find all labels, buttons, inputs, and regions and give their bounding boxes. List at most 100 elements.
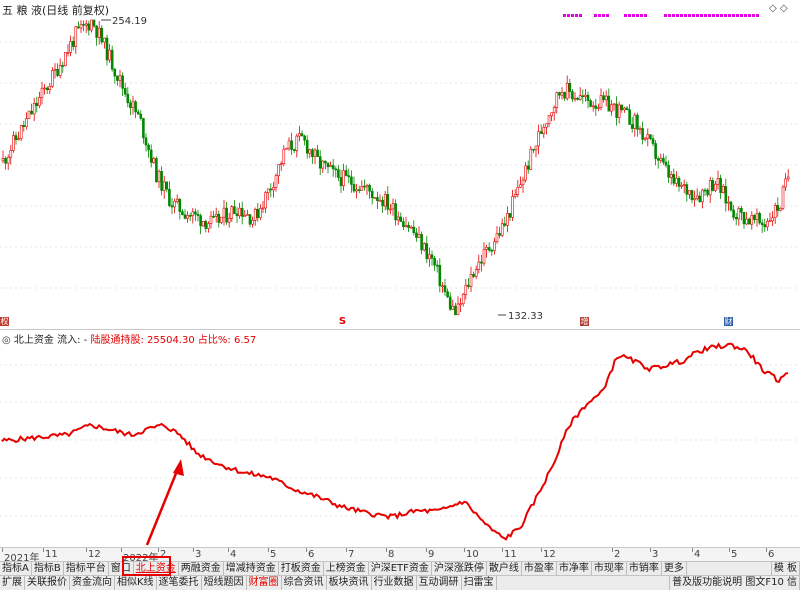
candle-body (259, 208, 262, 219)
tabs1-tab[interactable]: 市现率 (592, 562, 627, 575)
candle-body (576, 97, 579, 100)
tabs2-tab[interactable]: 综合资讯 (282, 576, 327, 590)
candle-body (441, 285, 444, 288)
tabs1-tab[interactable]: 更多 (662, 562, 687, 575)
candle-body (773, 205, 777, 219)
candle-body (628, 109, 631, 125)
tabs1-tab[interactable]: 市盈率 (522, 562, 557, 575)
candle-body (495, 233, 499, 243)
candle-body (487, 247, 491, 251)
tabs2-tab[interactable]: 逐笔委托 (157, 576, 202, 590)
tabs1-tab[interactable]: 市销率 (627, 562, 662, 575)
candle-body (615, 103, 618, 118)
increase-marker[interactable]: 增 (580, 317, 589, 326)
candle-body (755, 212, 759, 221)
tabs2-tab[interactable]: 相似K线 (115, 576, 157, 590)
tabs1-tab[interactable]: 北上资金 (134, 562, 179, 575)
candle-body (363, 185, 366, 188)
candle-body (355, 189, 358, 192)
tabs1-tab[interactable]: 散户线 (487, 562, 522, 575)
candle-body (623, 107, 626, 111)
candle-body (139, 113, 143, 119)
candle-body (84, 23, 88, 26)
candle-body (472, 274, 475, 277)
tabs1-tab[interactable]: 沪深ETF资金 (369, 562, 432, 575)
candle-body (573, 97, 577, 100)
candle-body (373, 197, 377, 199)
indicator-grid (0, 364, 800, 517)
tabs2-tab[interactable]: 扫雷宝 (462, 576, 497, 590)
tabs1-tab[interactable]: 打板资金 (279, 562, 324, 575)
candle-body (19, 124, 23, 139)
tabs2-tab[interactable]: 行业数据 (372, 576, 417, 590)
x-axis-tick (86, 548, 87, 552)
tabs2-tab[interactable]: 资金流向 (70, 576, 115, 590)
pink-dash (704, 14, 707, 17)
tabs1-tab[interactable]: 市净率 (557, 562, 592, 575)
pink-dash (684, 14, 687, 17)
candle-body (240, 207, 244, 217)
tabs1-right-button[interactable]: 模 板 (770, 562, 800, 575)
finance-marker[interactable]: 财 (724, 317, 733, 326)
candle-body (261, 207, 265, 210)
pink-dash (696, 14, 699, 17)
tabs2-tab[interactable]: 财富圈 (247, 576, 282, 590)
candle-body (100, 27, 104, 43)
tabs1-tab[interactable]: 窗口 (109, 562, 134, 575)
indicator-toggle-icon[interactable]: ◎ (2, 335, 11, 346)
candle-body (602, 95, 605, 101)
low-price-label: 132.33 (508, 311, 543, 322)
tabs1-tab[interactable]: 两融资金 (179, 562, 224, 575)
tabs1-tab[interactable]: 增减持资金 (224, 562, 279, 575)
rights-marker[interactable]: 权 (0, 317, 9, 326)
candle-body (633, 114, 637, 129)
highlight-box (122, 556, 171, 576)
tabs2-right-button[interactable]: 普及版功能说明 图文F10 信 (669, 576, 800, 590)
pink-dash (567, 14, 570, 17)
candle-body (56, 69, 59, 76)
candle-body (103, 37, 106, 43)
candle-body (30, 110, 33, 115)
tabs2-tab[interactable]: 扩展 (0, 576, 25, 590)
pink-dash (571, 14, 574, 17)
pink-dash (672, 14, 675, 17)
candle-body (680, 184, 683, 187)
tabs2-tab[interactable]: 短线题因 (202, 576, 247, 590)
candle-body (537, 131, 540, 147)
tabs1-tab[interactable]: 指标平台 (64, 562, 109, 575)
candle-body (563, 92, 566, 99)
candle-body (519, 184, 522, 188)
candle-body (352, 184, 356, 192)
s-marker[interactable]: S (338, 316, 347, 327)
candle-body (664, 161, 668, 166)
diamond-icon[interactable]: ◇ ◇ (769, 3, 788, 14)
tabs2-tab[interactable]: 互动调研 (417, 576, 462, 590)
tabs1-tab[interactable]: 指标A (0, 562, 32, 575)
candle-body (422, 243, 426, 251)
candle-body (116, 75, 119, 81)
candle-body (625, 107, 629, 110)
candle-body (298, 133, 301, 137)
candle-body (685, 184, 689, 195)
candle-body (448, 296, 452, 310)
tabs1-tab[interactable]: 上榜资金 (324, 562, 369, 575)
tabs1-tab[interactable]: 指标B (32, 562, 64, 575)
candle-body (612, 103, 616, 106)
candle-body (61, 65, 65, 67)
candle-body (40, 87, 44, 98)
candle-body (404, 225, 408, 228)
pink-dash (668, 14, 671, 17)
tabs1-tab[interactable]: 沪深涨跌停 (432, 562, 487, 575)
candle-body (251, 219, 254, 225)
candle-body (646, 134, 650, 139)
candle-body (147, 144, 150, 151)
x-axis-label: 8 (388, 549, 395, 560)
candle-body (243, 214, 247, 217)
tabs2-tab[interactable]: 板块资讯 (327, 576, 372, 590)
candle-body (285, 147, 288, 150)
x-axis-label: 2022年 (123, 553, 159, 564)
tabs2-tab[interactable]: 关联报价 (25, 576, 70, 590)
candle-body (638, 128, 642, 130)
candle-body (389, 208, 392, 211)
